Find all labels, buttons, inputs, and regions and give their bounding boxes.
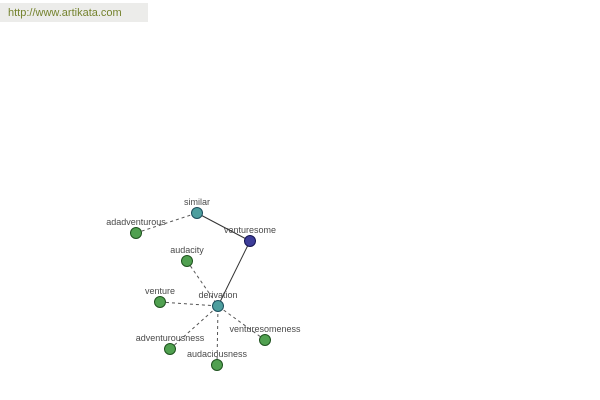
url-text[interactable]: http://www.artikata.com xyxy=(8,6,122,19)
graph-node-similar[interactable] xyxy=(191,207,203,219)
graph-node-venturesomeness[interactable] xyxy=(259,334,271,346)
node-label-similar[interactable]: similar xyxy=(184,197,210,207)
node-label-venturesome[interactable]: venturesome xyxy=(224,225,276,235)
node-label-derivation[interactable]: derivation xyxy=(198,290,237,300)
graph-edge-audaciousness-derivation xyxy=(216,305,219,366)
graph-edge-venture-derivation xyxy=(159,301,219,307)
node-label-audacity[interactable]: audacity xyxy=(170,245,204,255)
graph-edge-venturesome-derivation xyxy=(217,240,251,307)
node-label-adventurousness[interactable]: adventurousness xyxy=(136,333,205,343)
node-label-venture[interactable]: venture xyxy=(145,286,175,296)
url-bar[interactable]: http://www.artikata.com xyxy=(0,3,148,22)
graph-node-venture[interactable] xyxy=(154,296,166,308)
graph-edge-venturesomeness-derivation xyxy=(217,305,266,341)
node-label-venturesomeness[interactable]: venturesomeness xyxy=(229,324,301,334)
graph-edge-similar-venturesome xyxy=(196,212,251,242)
node-label-adadventurous[interactable]: adadventurous xyxy=(106,217,166,227)
graph-node-venturesome[interactable] xyxy=(244,235,256,247)
graph-node-derivation[interactable] xyxy=(212,300,224,312)
graph-edge-adventurousness-derivation xyxy=(169,305,219,350)
graph-node-adadventurous[interactable] xyxy=(130,227,142,239)
graph-node-audacity[interactable] xyxy=(181,255,193,267)
graph-edge-adadventurous-similar xyxy=(135,212,198,234)
node-label-audaciousness[interactable]: audaciousness xyxy=(187,349,248,359)
graph-node-audaciousness[interactable] xyxy=(211,359,223,371)
graph-node-adventurousness[interactable] xyxy=(164,343,176,355)
